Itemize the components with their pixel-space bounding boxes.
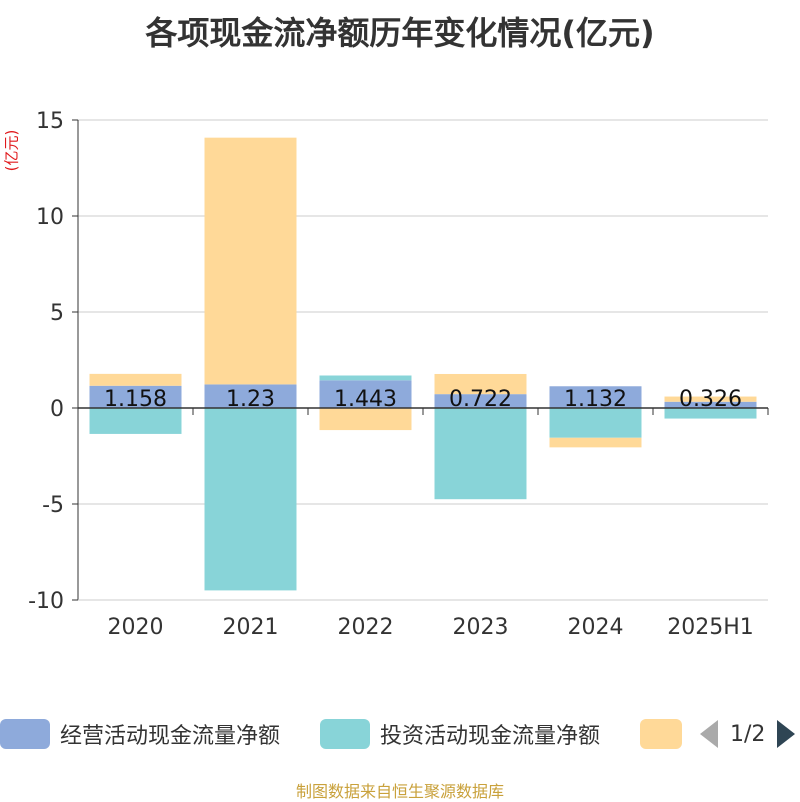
legend-item-third[interactable]	[640, 716, 682, 752]
x-tick-label: 2025H1	[667, 615, 754, 640]
bar-2021-series-0	[204, 384, 297, 408]
bar-2025H1-series-2	[664, 396, 757, 402]
legend-prev-arrow-icon[interactable]	[700, 720, 718, 748]
bar-2021-series-2	[204, 137, 297, 385]
legend-label-operating: 经营活动现金流量净额	[60, 724, 281, 749]
bar-2020-series-0	[89, 385, 182, 408]
legend-swatch-investing	[320, 719, 370, 749]
x-tick-label: 2020	[108, 615, 164, 640]
legend-label-investing: 投资活动现金流量净额	[380, 724, 601, 749]
bar-2024-series-0	[549, 386, 642, 408]
y-tick-label: -5	[42, 493, 64, 518]
legend-item-investing[interactable]: 投资活动现金流量净额	[320, 716, 600, 752]
y-tick-label: 0	[50, 397, 64, 422]
legend-item-operating[interactable]: 经营活动现金流量净额	[0, 716, 280, 752]
source-note: 制图数据来自恒生聚源数据库	[295, 782, 504, 801]
bar-2024-series-2	[549, 437, 642, 448]
x-tick-label: 2021	[223, 615, 279, 640]
legend: 经营活动现金流量净额 投资活动现金流量净额	[0, 716, 800, 756]
bar-2025H1-series-1	[664, 408, 757, 419]
y-tick-label: 15	[36, 109, 64, 134]
x-tick-label: 2023	[453, 615, 509, 640]
y-tick-label: 10	[36, 205, 64, 230]
bar-2023-series-1	[434, 408, 527, 500]
bar-2021-series-1	[204, 408, 297, 591]
bar-2023-series-0	[434, 394, 527, 408]
x-tick-label: 2024	[568, 615, 624, 640]
bar-2025H1-series-0	[664, 401, 757, 408]
bar-2024-series-1	[549, 408, 642, 438]
y-tick-label: -10	[28, 589, 64, 614]
bar-2020-series-2	[89, 373, 182, 386]
bar-2023-series-2	[434, 373, 527, 395]
legend-page-indicator: 1/2	[730, 721, 766, 747]
legend-swatch-third	[640, 719, 682, 749]
bar-2022-series-0	[319, 380, 412, 408]
chart-title: 各项现金流净额历年变化情况(亿元)	[145, 14, 655, 52]
bar-2020-series-1	[89, 408, 182, 434]
x-tick-label: 2022	[338, 615, 394, 640]
legend-next-arrow-icon[interactable]	[777, 720, 796, 748]
y-tick-label: 5	[50, 301, 64, 326]
legend-swatch-operating	[0, 719, 50, 749]
legend-pager: 1/2	[700, 716, 796, 752]
bar-2022-series-2	[319, 408, 412, 431]
bar-2022-series-1	[319, 375, 412, 381]
